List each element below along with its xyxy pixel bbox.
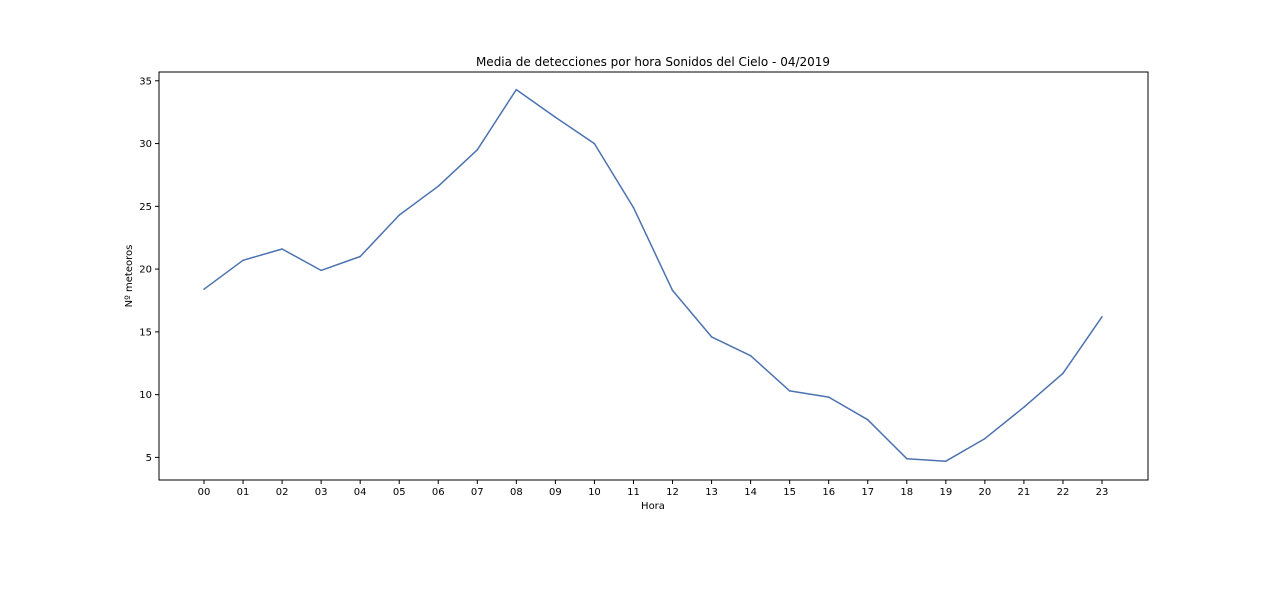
y-tick-label: 10 [139,390,152,401]
data-point [281,248,283,250]
y-tick-label: 35 [139,76,152,87]
data-point [1062,372,1064,375]
data-point [359,255,361,258]
x-tick-label: 01 [237,487,250,498]
data-point [632,206,635,209]
x-tick-label: 00 [198,487,211,498]
x-tick-label: 12 [666,487,679,498]
x-tick-label: 14 [744,487,757,498]
y-tick-label: 20 [139,265,152,276]
data-point [1101,316,1103,318]
x-tick-label: 19 [939,487,952,498]
x-tick-label: 11 [627,487,640,498]
x-tick-label: 05 [393,487,406,498]
x-tick-label: 02 [276,487,289,498]
data-point [906,457,908,460]
plot-area-frame [158,71,1149,481]
data-point [593,142,596,145]
data-point [827,396,830,398]
x-tick-label: 18 [900,487,913,498]
x-axis-ticks: 00 01 02 03 04 05 06 07 08 09 10 11 12 13 14 15 16 17 18 19… [198,480,1109,498]
series-line [203,88,1103,462]
x-tick-label: 17 [861,487,874,498]
x-tick-label: 06 [432,487,445,498]
data-point [242,259,244,262]
data-point [671,289,674,292]
x-tick-label: 20 [979,487,992,498]
y-tick-label: 5 [146,453,152,464]
data-point [476,149,479,151]
y-tick-label: 25 [139,202,152,213]
data-point [437,185,440,187]
x-tick-label: 15 [783,487,796,498]
data-point [984,437,986,440]
x-tick-label: 21 [1018,487,1031,498]
data-point [788,390,791,392]
data-point [945,460,947,462]
data-point [398,214,400,216]
x-axis-label: Hora [641,501,665,512]
data-point [515,88,518,91]
data-point [710,336,713,338]
x-tick-label: 09 [549,487,562,498]
data-point [554,116,557,118]
data-point [866,418,869,421]
y-tick-label: 15 [139,327,152,338]
x-tick-label: 22 [1057,487,1070,498]
x-tick-label: 07 [471,487,484,498]
series-layer [203,88,1103,462]
x-tick-label: 04 [354,487,367,498]
x-tick-label: 23 [1096,487,1109,498]
y-axis-label: Nº meteoros [124,245,135,308]
x-tick-label: 13 [705,487,718,498]
data-point [203,288,205,290]
y-tick-label: 30 [139,139,152,150]
x-tick-label: 03 [315,487,328,498]
x-tick-label: 16 [822,487,835,498]
data-point [320,269,322,272]
data-point [1023,406,1025,408]
data-point [749,354,752,357]
y-axis-ticks: 5 10 15 20 25 30 35 [139,76,159,464]
x-tick-label: 10 [588,487,601,498]
x-tick-label: 08 [510,487,523,498]
chart-title: Media de detecciones por hora Sonidos de… [476,55,830,69]
